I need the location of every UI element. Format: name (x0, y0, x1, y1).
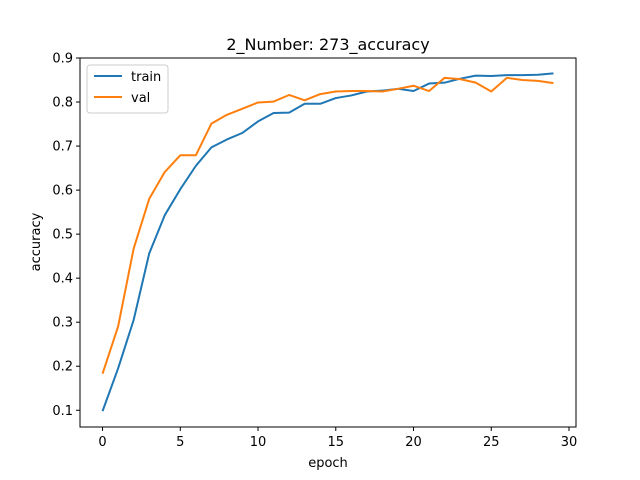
x-tick-label: 15 (328, 435, 345, 450)
series-line-val (101, 76, 554, 375)
y-tick-label: 0.5 (52, 228, 73, 243)
x-tick-label: 20 (405, 435, 422, 450)
series-line-train (101, 72, 554, 412)
x-axis-label: epoch (308, 456, 348, 471)
y-tick-label: 0.7 (52, 140, 73, 155)
y-tick-label: 0.9 (52, 52, 73, 67)
y-axis-label: accuracy (29, 212, 44, 271)
x-tick-label: 30 (561, 435, 578, 450)
plot-frame (79, 57, 577, 428)
y-tick-label: 0.2 (52, 360, 73, 375)
x-tick-label: 25 (483, 435, 500, 450)
y-tick-label: 0.4 (52, 272, 73, 287)
y-tick-label: 0.3 (52, 316, 73, 331)
x-axis-ticks: 0 5 10 15 20 25 30 (98, 427, 577, 450)
y-tick-label: 0.1 (52, 404, 73, 419)
x-tick-label: 0 (98, 435, 106, 450)
plot-series (101, 72, 554, 412)
legend-train-label: train (131, 70, 161, 85)
legend-val-label: val (131, 91, 150, 106)
x-tick-label: 5 (176, 435, 184, 450)
chart-title: 2_Number: 273_accuracy (226, 35, 429, 55)
y-tick-label: 0.8 (52, 96, 73, 111)
y-tick-label: 0.6 (52, 184, 73, 199)
legend: train val (86, 64, 169, 114)
x-tick-label: 10 (250, 435, 267, 450)
y-axis-ticks: 0.1 0.2 0.3 0.4 0.5 0.6 0.7 0.8 0.9 (52, 52, 80, 419)
